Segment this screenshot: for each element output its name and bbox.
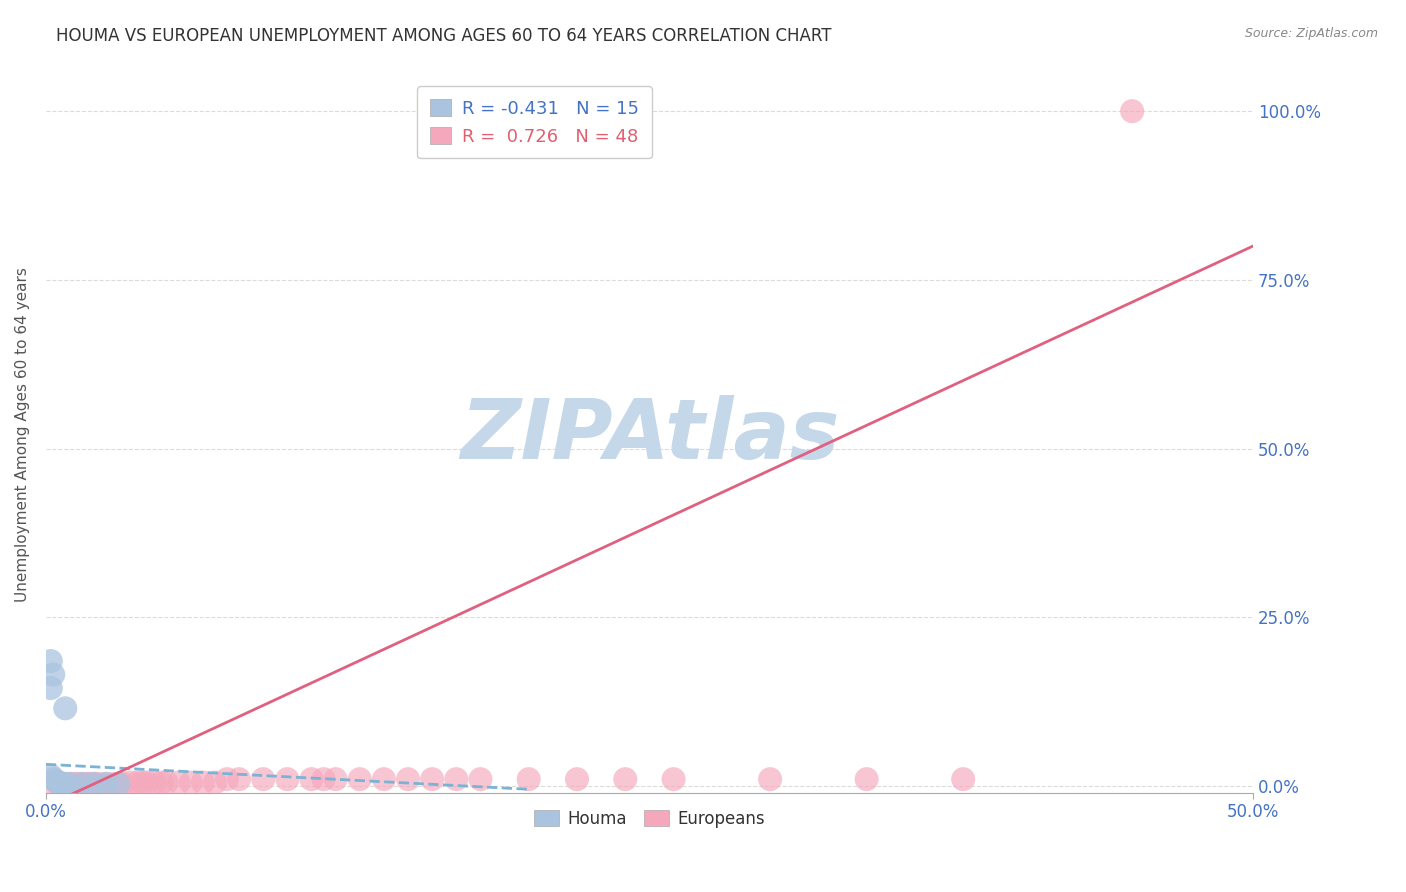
Point [39, 769, 62, 783]
Point [1121, 104, 1143, 119]
Point [373, 772, 395, 786]
Point [63, 777, 86, 791]
Point [70, 777, 93, 791]
Y-axis label: Unemployment Among Ages 60 to 64 years: Unemployment Among Ages 60 to 64 years [15, 268, 30, 602]
Point [180, 775, 202, 789]
Legend: Houma, Europeans: Houma, Europeans [527, 803, 772, 834]
Point [131, 775, 153, 789]
Point [83, 777, 105, 791]
Point [325, 772, 347, 786]
Text: ZIPAtlas: ZIPAtlas [460, 394, 839, 475]
Point [87, 777, 110, 791]
Point [96, 777, 118, 791]
Point [70, 777, 93, 791]
Point [120, 775, 142, 789]
Point [446, 772, 468, 786]
Point [276, 772, 298, 786]
Point [49, 776, 72, 790]
Point [470, 772, 492, 786]
Point [96, 777, 118, 791]
Point [396, 772, 419, 786]
Point [349, 772, 371, 786]
Point [53, 777, 76, 791]
Point [53, 701, 76, 715]
Point [191, 775, 214, 789]
Point [39, 681, 62, 695]
Point [107, 777, 129, 791]
Point [143, 775, 166, 789]
Point [614, 772, 637, 786]
Point [83, 777, 105, 791]
Point [46, 777, 69, 791]
Point [103, 777, 125, 791]
Point [46, 775, 69, 789]
Point [662, 772, 685, 786]
Point [53, 777, 76, 791]
Point [204, 775, 226, 789]
Point [759, 772, 782, 786]
Point [79, 777, 101, 791]
Point [59, 777, 82, 791]
Point [301, 772, 323, 786]
Point [45, 773, 67, 788]
Point [312, 772, 335, 786]
Point [42, 772, 65, 786]
Point [39, 654, 62, 668]
Point [42, 777, 65, 791]
Point [136, 775, 159, 789]
Point [420, 772, 443, 786]
Point [228, 772, 250, 786]
Point [167, 775, 190, 789]
Point [150, 775, 173, 789]
Point [66, 777, 89, 791]
Point [52, 777, 75, 791]
Point [855, 772, 877, 786]
Point [156, 775, 179, 789]
Text: HOUMA VS EUROPEAN UNEMPLOYMENT AMONG AGES 60 TO 64 YEARS CORRELATION CHART: HOUMA VS EUROPEAN UNEMPLOYMENT AMONG AGE… [56, 27, 832, 45]
Point [215, 772, 238, 786]
Point [127, 775, 149, 789]
Text: Source: ZipAtlas.com: Source: ZipAtlas.com [1244, 27, 1378, 40]
Point [76, 777, 98, 791]
Point [252, 772, 274, 786]
Point [42, 667, 65, 681]
Point [112, 777, 135, 791]
Point [59, 777, 82, 791]
Point [517, 772, 540, 786]
Point [952, 772, 974, 786]
Point [107, 777, 129, 791]
Point [565, 772, 588, 786]
